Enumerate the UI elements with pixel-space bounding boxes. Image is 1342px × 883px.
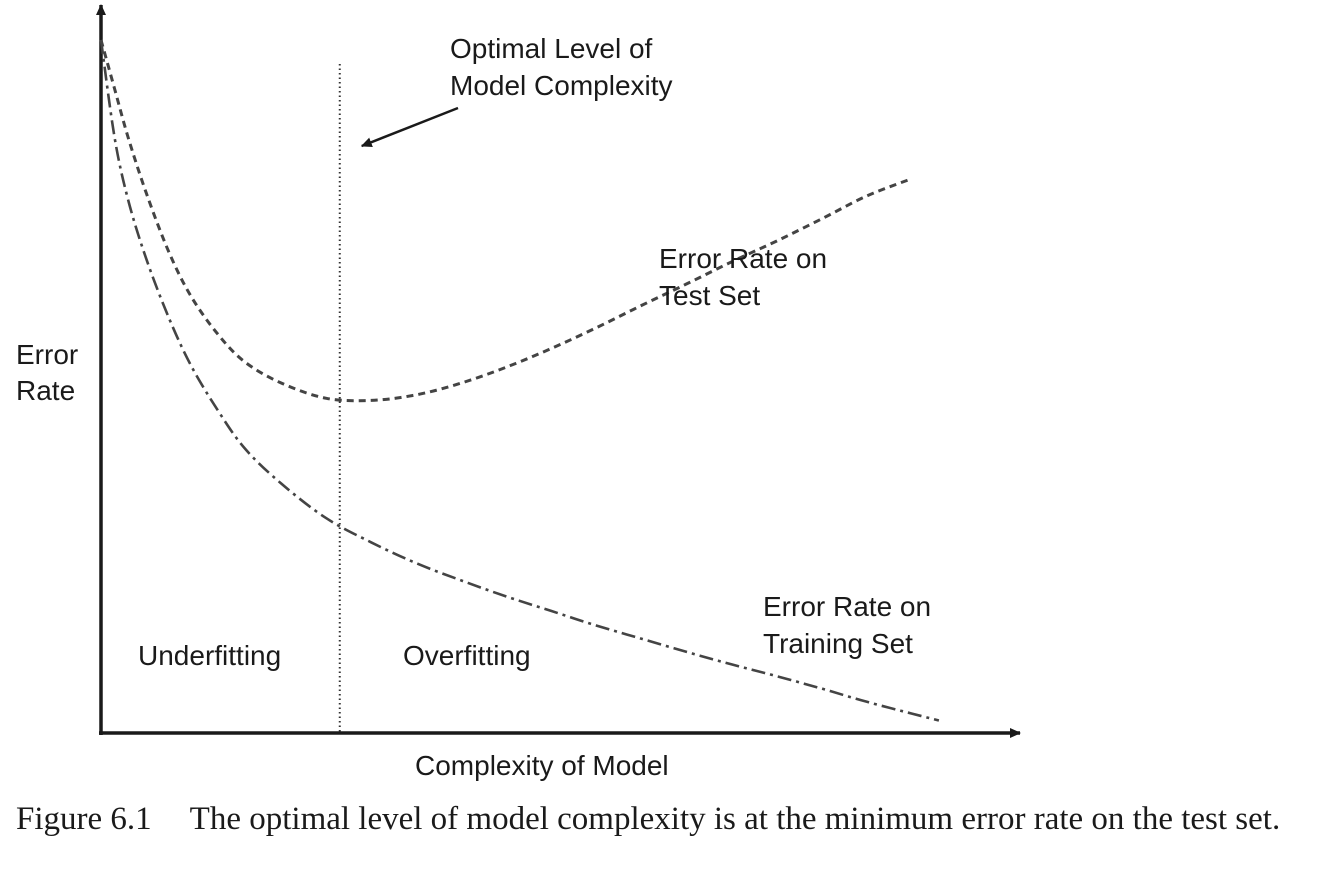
optimal-label-line-2: Model Complexity (450, 70, 673, 101)
optimal-label-line-1: Optimal Level of (450, 33, 653, 64)
overfitting-label: Overfitting (403, 640, 531, 671)
figure-caption: Figure 6.1 The optimal level of model com… (16, 798, 1328, 840)
training-label-line-2: Training Set (763, 628, 913, 659)
caption-text: The optimal level of model complexity is… (189, 801, 1281, 837)
training-error-curve (99, 39, 940, 722)
test-label-line-1: Error Rate on (659, 243, 827, 274)
chart: Optimal Level of Model Complexity Error … (16, 4, 1021, 781)
y-axis-label-line-1: Error (16, 339, 78, 370)
test-label-line-2: Test Set (659, 280, 760, 311)
x-axis-label: Complexity of Model (415, 750, 669, 781)
training-label-line-1: Error Rate on (763, 591, 931, 622)
underfitting-label: Underfitting (138, 640, 281, 671)
figure-number: Figure 6.1 (16, 801, 152, 837)
y-axis-label-line-2: Rate (16, 375, 75, 406)
test-error-curve (99, 39, 913, 403)
optimal-annotation-arrow (360, 106, 459, 148)
